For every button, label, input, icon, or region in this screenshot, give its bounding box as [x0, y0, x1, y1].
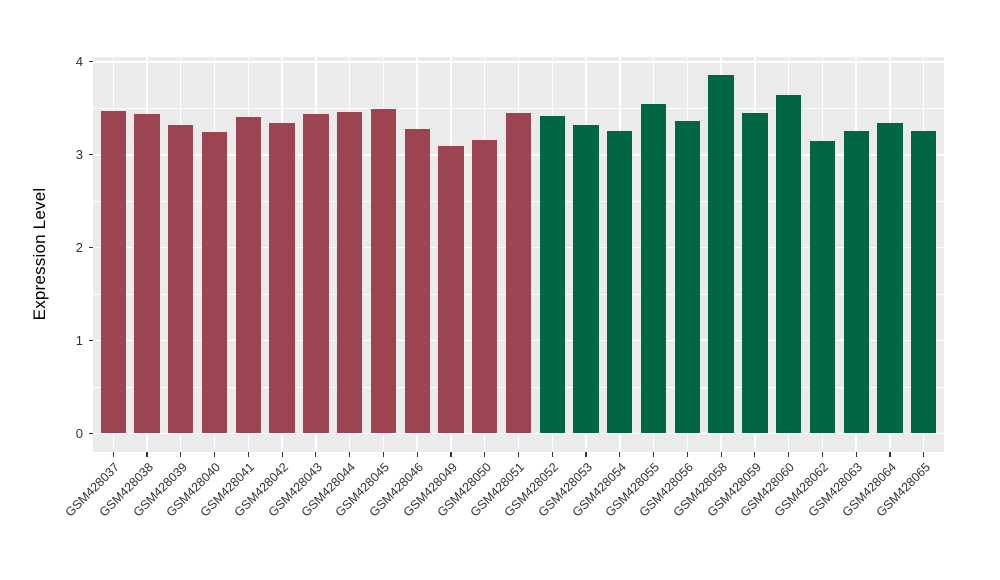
bar-GSM428037	[100, 111, 126, 434]
bar-GSM428053	[573, 125, 599, 434]
y-axis-title-text: Expression Level	[30, 187, 49, 321]
x-tick-GSM428041	[247, 452, 249, 457]
y-tick-0	[88, 433, 93, 435]
bar-GSM428058	[708, 74, 734, 434]
x-tick-GSM428055	[653, 452, 655, 457]
bar-GSM428059	[742, 112, 768, 434]
y-tick-3	[88, 154, 93, 156]
x-tick-GSM428062	[821, 452, 823, 457]
bar-GSM428049	[438, 145, 464, 434]
x-tick-GSM428042	[281, 452, 283, 457]
x-tick-GSM428060	[788, 452, 790, 457]
x-tick-GSM428064	[889, 452, 891, 457]
x-tick-GSM428065	[923, 452, 925, 457]
bar-GSM428045	[370, 109, 397, 434]
x-tick-GSM428051	[517, 452, 520, 457]
bar-GSM428054	[607, 130, 633, 434]
x-tick-GSM428053	[585, 452, 587, 457]
bar-GSM428040	[201, 131, 228, 434]
bar-GSM428064	[877, 123, 903, 434]
bar-GSM428046	[404, 128, 430, 434]
bar-GSM428050	[472, 139, 498, 434]
bar-GSM428062	[809, 140, 836, 434]
bar-GSM428055	[640, 103, 667, 434]
plot-panel	[93, 57, 944, 452]
x-tick-GSM428052	[551, 452, 553, 457]
bar-GSM428043	[303, 113, 329, 434]
y-tick-label-1: 1	[75, 333, 83, 349]
bar-GSM428056	[674, 121, 700, 434]
y-tick-label-3: 3	[75, 147, 83, 163]
x-tick-GSM428054	[619, 452, 621, 457]
x-tick-GSM428056	[686, 452, 688, 457]
x-tick-GSM428046	[416, 452, 418, 457]
y-tick-label-4: 4	[75, 54, 83, 70]
y-tick-1	[88, 340, 93, 342]
y-tick-2	[88, 247, 93, 249]
bar-GSM428041	[235, 116, 261, 434]
x-tick-GSM428037	[112, 452, 114, 457]
x-tick-GSM428039	[180, 452, 182, 457]
bar-GSM428044	[336, 112, 363, 434]
y-tick-4	[88, 61, 93, 63]
bar-GSM428038	[134, 113, 160, 434]
bar-GSM428051	[505, 112, 532, 434]
y-tick-label-2: 2	[75, 240, 83, 256]
x-tick-GSM428040	[214, 452, 216, 457]
x-tick-GSM428059	[754, 452, 756, 457]
x-tick-GSM428058	[720, 452, 722, 457]
bar-GSM428060	[775, 95, 802, 434]
x-tick-GSM428045	[382, 452, 384, 457]
bar-GSM428063	[843, 130, 869, 434]
x-tick-GSM428038	[146, 452, 148, 457]
x-tick-GSM428043	[315, 452, 317, 457]
x-tick-GSM428050	[484, 452, 486, 457]
bar-GSM428042	[269, 123, 295, 434]
y-tick-label-0: 0	[75, 426, 83, 441]
x-tick-GSM428063	[855, 452, 857, 457]
bar-GSM428052	[539, 115, 565, 434]
bar-GSM428065	[911, 130, 937, 434]
bar-GSM428039	[168, 125, 194, 434]
x-tick-GSM428049	[450, 452, 452, 457]
x-tick-GSM428044	[349, 452, 351, 457]
